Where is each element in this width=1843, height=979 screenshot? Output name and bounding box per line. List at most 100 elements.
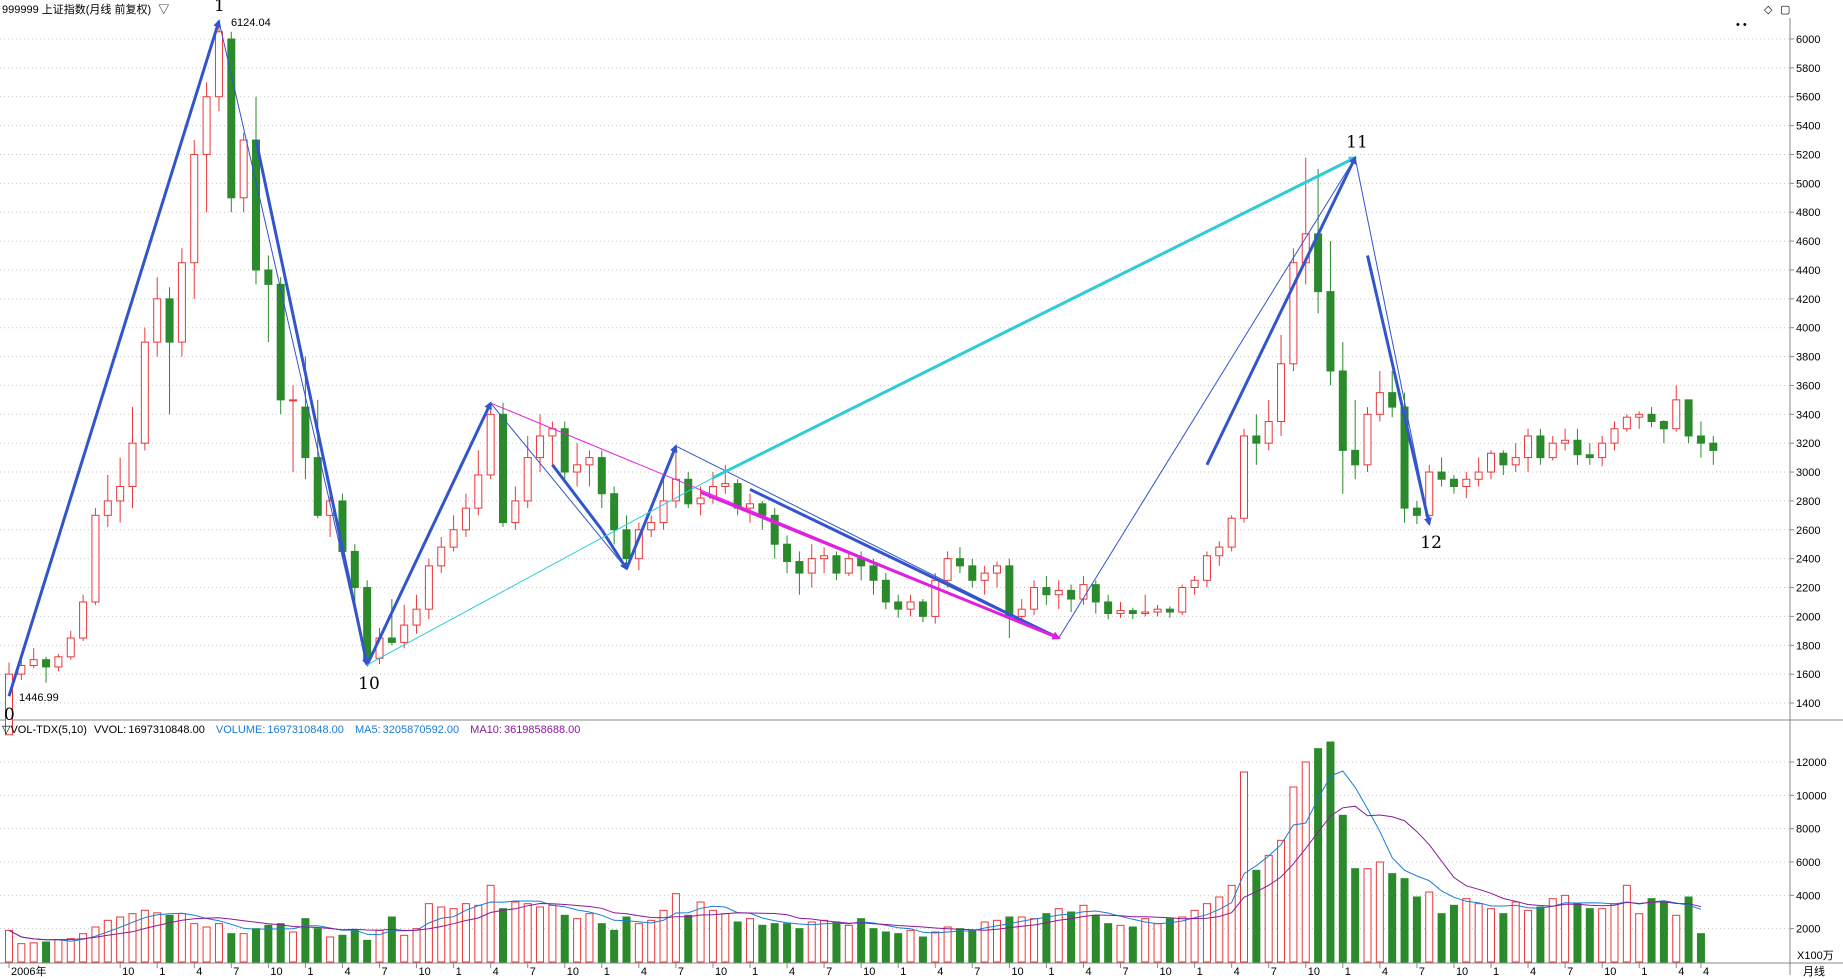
restore-icon[interactable]: ◇	[1764, 4, 1773, 16]
volume-bar-down	[770, 923, 779, 963]
candle	[1227, 515, 1236, 552]
volume-bar-down	[227, 933, 236, 963]
volume-bar-up	[5, 929, 13, 963]
candle-body-up	[1202, 555, 1211, 581]
candle-body-down	[968, 565, 977, 581]
volume-bar-down	[622, 916, 631, 963]
x-tick-label: 1	[159, 966, 165, 978]
candle-body-up	[1672, 399, 1681, 430]
volume-bar-down	[857, 918, 866, 963]
candle-body-up	[486, 413, 495, 476]
candle-body-up	[585, 457, 594, 466]
volume-bar-down	[1042, 913, 1051, 963]
candle	[832, 551, 841, 581]
candle	[1178, 584, 1187, 615]
candle	[1487, 450, 1495, 480]
candle	[1536, 428, 1545, 465]
price-tick-label: 4600	[1796, 236, 1820, 248]
volume-bar-up	[1462, 898, 1471, 963]
candle-body-down	[894, 601, 903, 610]
candle	[5, 662, 13, 736]
candle-body-up	[116, 485, 125, 502]
candle-body-down	[1104, 601, 1113, 615]
candle	[1598, 435, 1607, 467]
candle	[1684, 399, 1693, 444]
volume-bar-down	[1338, 814, 1347, 963]
volume-series	[5, 741, 1705, 963]
candle-body-down	[832, 555, 841, 574]
candle-body-down	[264, 269, 273, 285]
price-tick-label: 4400	[1796, 265, 1820, 277]
candle-body-down	[1499, 452, 1508, 466]
candle-body-up	[993, 565, 1001, 574]
volume-bar-up	[585, 913, 594, 963]
candle	[1659, 420, 1668, 444]
x-tick-label: 10	[1456, 966, 1468, 978]
wave-label: 0	[4, 705, 15, 725]
candle	[918, 599, 927, 623]
candle	[128, 407, 137, 509]
candle-body-down	[1585, 454, 1594, 459]
candle	[1079, 575, 1088, 605]
volume-bar-down	[301, 918, 310, 963]
candle	[350, 544, 359, 602]
x-tick-label: 1	[1048, 966, 1054, 978]
candle-body-up	[1116, 610, 1125, 615]
candle	[993, 561, 1001, 588]
candle-body-down	[1536, 435, 1545, 459]
volume-bar-up	[1264, 854, 1273, 963]
candle-body-up	[573, 464, 582, 473]
x-tick-label: 1	[1345, 966, 1351, 978]
volume-bar-up	[807, 921, 816, 963]
price-tick-label: 1400	[1796, 698, 1820, 710]
volume-bar-down	[363, 939, 372, 963]
candle-body-down	[610, 493, 619, 531]
candle	[1042, 575, 1051, 605]
volume-header[interactable]: ▽VOL-TDX(5,10) VVOL: 1697310848.00 VOLUME…	[2, 724, 580, 736]
candle-body-down	[770, 514, 779, 545]
candle-body-down	[1684, 399, 1693, 437]
volume-bar-down	[1573, 903, 1582, 963]
period-label[interactable]: 月线	[1803, 964, 1825, 978]
volume-bar-up	[214, 923, 223, 963]
candle-body-down	[1042, 587, 1051, 596]
volume-bar-up	[548, 904, 557, 963]
candle	[1499, 450, 1508, 475]
wave-line	[366, 477, 714, 666]
high-price-label: 6124.04	[231, 17, 271, 29]
volume-bar-up	[1141, 918, 1150, 963]
volume-bar-down	[1449, 904, 1458, 963]
volume-bar-up	[1548, 898, 1557, 963]
volume-bar-up	[746, 918, 754, 963]
volume-tick-label: 10000	[1796, 790, 1827, 802]
volume-bar-down	[684, 914, 693, 963]
x-tick-label: 4	[196, 966, 202, 978]
wave-line	[365, 401, 493, 666]
candle-body-down	[955, 558, 964, 567]
candle-body-up	[1363, 413, 1372, 466]
volume-bar-up	[721, 913, 730, 963]
candle-body-down	[1709, 442, 1718, 451]
x-tick-label: 4	[1703, 966, 1709, 978]
candle-body-up	[1054, 589, 1063, 596]
x-tick-label: 2006年	[11, 964, 46, 978]
wave-label: 12	[1420, 533, 1442, 553]
candle-body-up	[1153, 608, 1162, 613]
candle	[1091, 580, 1100, 614]
chart-title[interactable]: 999999 上证指数(月线 前复权) ▽	[2, 2, 169, 16]
x-tick-label: 10	[567, 966, 579, 978]
candle	[770, 508, 779, 559]
candle-body-down	[1005, 565, 1014, 617]
x-tick-label: 1	[307, 966, 313, 978]
price-tick-label: 2800	[1796, 496, 1820, 508]
volume-bar-down	[42, 941, 51, 963]
volume-bar-up	[1153, 923, 1162, 963]
candle	[746, 493, 754, 523]
maximize-icon[interactable]: ▢	[1780, 4, 1790, 16]
x-tick-label: 10	[122, 966, 134, 978]
candle-body-up	[1178, 587, 1187, 613]
wave-line	[749, 488, 1061, 640]
price-tick-label: 2200	[1796, 583, 1820, 595]
price-tick-label: 4800	[1796, 207, 1820, 219]
